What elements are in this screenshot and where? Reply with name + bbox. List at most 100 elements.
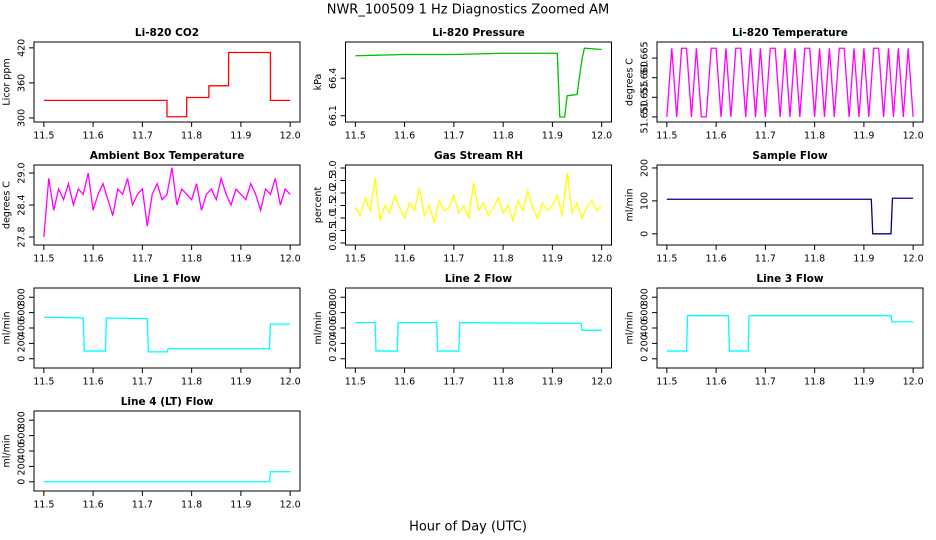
- x-tick-label: 11.9: [230, 254, 251, 265]
- y-tick-label: 600: [640, 304, 651, 322]
- panel-title: Line 1 Flow: [133, 273, 200, 285]
- x-tick-label: 11.8: [181, 377, 202, 388]
- x-tick-label: 12.0: [903, 377, 924, 388]
- x-tick-label: 11.9: [230, 377, 251, 388]
- y-tick-label: 0.5: [328, 223, 339, 238]
- y-tick-label: 3.0: [328, 160, 339, 175]
- y-tick-label: 600: [17, 304, 28, 322]
- x-tick-label: 11.7: [443, 377, 464, 388]
- plot-frame: [345, 287, 612, 369]
- y-axis-label: Licor ppm: [2, 58, 13, 105]
- panel-title: Gas Stream RH: [434, 150, 523, 162]
- plot-frame: [345, 41, 612, 123]
- x-tick-label: 11.9: [542, 131, 563, 142]
- data-line: [666, 197, 914, 235]
- panel-title: Line 2 Flow: [445, 273, 512, 285]
- x-tick-label: 11.8: [804, 377, 825, 388]
- plot-frame: [656, 41, 924, 123]
- data-line: [355, 47, 602, 118]
- y-tick-label: 400: [640, 319, 651, 337]
- plot-frame: [345, 164, 612, 246]
- y-axis-label: degrees C: [625, 58, 636, 106]
- x-tick-label: 11.8: [181, 131, 202, 142]
- y-tick-label: 0: [328, 356, 339, 362]
- y-tick-label: 0: [17, 479, 28, 485]
- x-tick-label: 11.7: [132, 131, 153, 142]
- y-tick-label: 0: [17, 356, 28, 362]
- x-tick-label: 11.8: [493, 377, 514, 388]
- y-axis-label: ml/min: [625, 311, 636, 344]
- x-tick-label: 12.0: [903, 254, 924, 265]
- y-tick-label: 420: [17, 39, 28, 57]
- y-tick-label: 1.5: [328, 198, 339, 213]
- figure-title: NWR_100509 1 Hz Diagnostics Zoomed AM: [327, 3, 610, 18]
- y-tick-label: 800: [17, 411, 28, 429]
- y-tick-label: 360: [17, 74, 28, 92]
- y-tick-label: 200: [328, 334, 339, 352]
- x-tick-label: 11.6: [394, 377, 415, 388]
- x-tick-label: 11.7: [132, 377, 153, 388]
- x-tick-label: 11.5: [345, 254, 366, 265]
- y-tick-label: 0: [640, 231, 651, 237]
- x-tick-label: 11.6: [83, 131, 104, 142]
- plot-frame: [33, 287, 301, 369]
- y-tick-label: 800: [17, 288, 28, 306]
- x-tick-label: 11.5: [345, 131, 366, 142]
- y-tick-label: 27.8: [17, 226, 28, 247]
- y-tick-label: 100: [640, 192, 651, 210]
- y-tick-label: 28.4: [17, 194, 28, 215]
- y-axis-label: percent: [313, 187, 324, 224]
- y-tick-label: 51.665: [640, 41, 651, 74]
- y-tick-label: 29.0: [17, 162, 28, 183]
- x-tick-label: 12.0: [280, 131, 301, 142]
- x-tick-label: 11.8: [493, 254, 514, 265]
- x-tick-label: 12.0: [591, 131, 612, 142]
- x-tick-label: 11.9: [853, 131, 874, 142]
- data-line: [43, 51, 291, 118]
- plot-frame: [656, 164, 924, 246]
- y-tick-label: 2.0: [328, 185, 339, 200]
- plot-frame: [33, 164, 301, 246]
- x-tick-label: 12.0: [591, 254, 612, 265]
- x-tick-label: 11.6: [394, 254, 415, 265]
- y-tick-label: 200: [17, 334, 28, 352]
- y-axis-label: ml/min: [625, 188, 636, 221]
- data-line: [355, 321, 602, 352]
- x-tick-label: 11.5: [656, 254, 677, 265]
- x-axis-label: Hour of Day (UTC): [409, 520, 527, 535]
- x-tick-label: 12.0: [591, 377, 612, 388]
- x-tick-label: 11.7: [755, 377, 776, 388]
- data-line: [43, 167, 291, 238]
- y-tick-label: 51.650: [640, 100, 651, 133]
- x-tick-label: 11.7: [443, 254, 464, 265]
- panel-title: Li-820 Temperature: [732, 27, 848, 39]
- y-tick-label: 800: [640, 288, 651, 306]
- x-tick-label: 11.6: [706, 131, 727, 142]
- x-tick-label: 11.9: [542, 254, 563, 265]
- y-tick-label: 800: [328, 288, 339, 306]
- y-tick-label: 400: [17, 442, 28, 460]
- y-tick-label: 0.0: [328, 235, 339, 250]
- x-tick-label: 11.8: [804, 254, 825, 265]
- y-tick-label: 300: [17, 109, 28, 127]
- x-tick-label: 11.6: [83, 254, 104, 265]
- data-line: [354, 172, 603, 224]
- x-tick-label: 11.7: [443, 131, 464, 142]
- data-line: [666, 47, 914, 118]
- panel-title: Li-820 Pressure: [432, 27, 525, 39]
- y-axis-label: degrees C: [2, 181, 13, 229]
- x-tick-label: 12.0: [280, 254, 301, 265]
- x-tick-label: 11.6: [394, 131, 415, 142]
- plot-frame: [33, 410, 301, 492]
- y-tick-label: 400: [17, 319, 28, 337]
- y-axis-label: ml/min: [2, 311, 13, 344]
- x-tick-label: 11.6: [83, 500, 104, 511]
- y-tick-label: 1.0: [328, 210, 339, 225]
- x-tick-label: 11.5: [33, 254, 54, 265]
- y-axis-label: ml/min: [2, 434, 13, 467]
- panel-title: Line 3 Flow: [756, 273, 823, 285]
- x-tick-label: 11.9: [230, 131, 251, 142]
- x-tick-label: 11.6: [706, 254, 727, 265]
- panel-title: Li-820 CO2: [135, 27, 199, 39]
